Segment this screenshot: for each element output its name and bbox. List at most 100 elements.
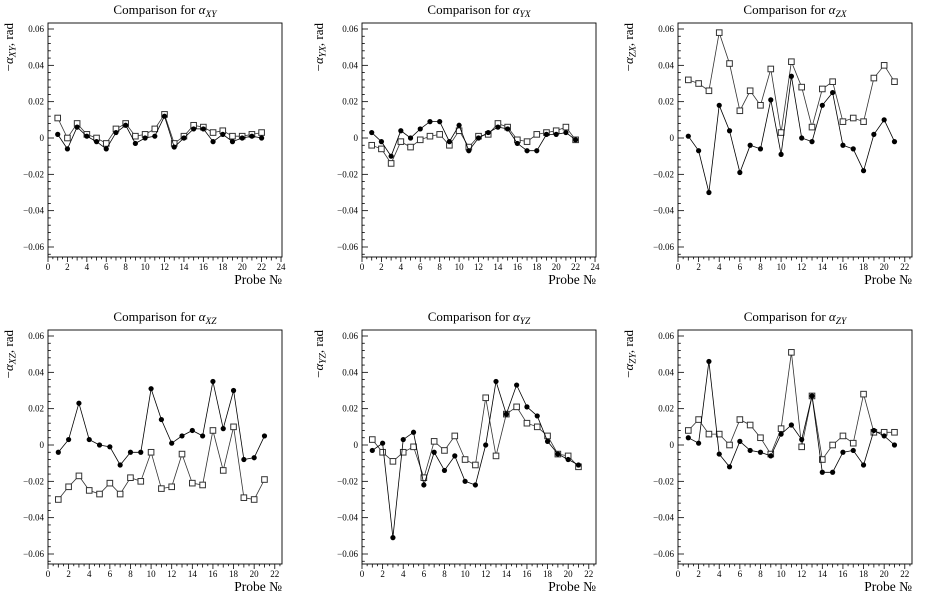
data-point-circle (819, 469, 825, 475)
series-filled-circle (55, 378, 268, 468)
x-axis-label: Probe № (548, 272, 596, 287)
x-tick-label: 14 (188, 569, 198, 579)
data-point-square (116, 490, 124, 498)
data-point-square (819, 85, 826, 93)
x-tick-label: 14 (502, 569, 512, 579)
data-point-circle (747, 447, 753, 454)
data-point-square (757, 102, 764, 109)
y-tick-label: 0.02 (658, 404, 674, 414)
data-point-square (715, 430, 723, 438)
x-tick-label: 20 (250, 569, 260, 579)
x-tick-label: 16 (838, 262, 848, 272)
x-tick-label: 22 (270, 569, 279, 579)
plot-frame (677, 22, 913, 258)
data-point-circle (788, 422, 794, 428)
x-tick-label: 4 (399, 262, 404, 272)
data-point-circle (514, 140, 520, 147)
data-point-circle (809, 393, 815, 399)
axis-ticks (677, 335, 911, 569)
data-point-square (695, 416, 702, 423)
data-point-circle (850, 146, 856, 152)
data-point-square (399, 448, 407, 456)
data-point-square (819, 456, 826, 463)
chart-alpha-xz: −0.06 −0.04 −0.02 0 0.02 0.04 0.06 0 2 4 6 8 10 12 14 1… (1, 309, 283, 594)
data-point-square (420, 474, 428, 481)
plot-frame (361, 329, 597, 565)
y-tick-label: −0.06 (337, 549, 358, 559)
x-axis-label: Probe № (234, 272, 282, 287)
y-tick-label: 0.02 (342, 97, 358, 107)
data-point-circle (456, 122, 462, 128)
data-point-circle (462, 478, 468, 484)
x-tick-label: 10 (141, 262, 151, 272)
data-point-square (482, 394, 490, 402)
data-point-square (219, 467, 227, 474)
y-tick-label: 0.04 (28, 60, 44, 70)
data-point-circle (819, 102, 825, 108)
data-point-circle (452, 453, 458, 459)
x-tick-label: 8 (758, 569, 763, 579)
data-point-circle (466, 148, 472, 154)
y-tick-label: 0.02 (342, 404, 358, 414)
data-point-circle (737, 169, 743, 176)
data-point-square (891, 428, 898, 436)
data-point-circle (437, 119, 443, 125)
y-axis-label: −αYX, rad (311, 23, 329, 72)
chart-title: Comparison for αXY (113, 2, 218, 20)
data-point-circle (446, 139, 452, 145)
data-point-circle (261, 433, 268, 439)
x-tick-label: 2 (696, 569, 701, 579)
data-point-square (209, 129, 217, 136)
data-point-square (562, 123, 570, 131)
x-tick-label: 16 (199, 262, 209, 272)
data-point-square (788, 58, 795, 66)
y-tick-label: 0 (40, 440, 45, 450)
data-point-circle (169, 440, 175, 446)
series-line (688, 32, 895, 133)
data-point-circle (103, 146, 109, 152)
data-point-circle (706, 358, 712, 365)
data-point-square (523, 138, 531, 145)
plot-frame (677, 329, 913, 565)
series-filled-circle (369, 378, 582, 541)
data-point-circle (241, 456, 247, 463)
data-point-square (379, 448, 386, 456)
data-point-circle (799, 436, 805, 443)
x-tick-label: 4 (401, 569, 406, 579)
y-tick-label: −0.04 (653, 206, 674, 216)
data-point-circle (534, 148, 540, 154)
data-point-square (75, 472, 83, 480)
data-point-square (209, 427, 217, 434)
y-axis-label: −αXZ, rad (1, 330, 19, 379)
x-tick-label: 24 (277, 262, 287, 272)
y-tick-label: 0 (354, 133, 359, 143)
y-tick-label: −0.02 (337, 476, 358, 486)
data-point-circle (229, 139, 236, 145)
data-point-circle (142, 135, 148, 141)
plot-frame (47, 22, 283, 258)
y-tick-label: 0.06 (28, 331, 44, 341)
chart-title: Comparison for αXZ (113, 309, 217, 327)
data-point-circle (485, 129, 491, 136)
x-tick-label: 8 (437, 262, 442, 272)
series-line (57, 113, 262, 145)
data-point-square (451, 432, 459, 440)
y-tick-label: −0.06 (337, 242, 358, 252)
data-point-circle (860, 168, 867, 174)
data-point-square (65, 483, 72, 491)
data-point-square (808, 123, 816, 131)
y-tick-label: 0 (40, 133, 45, 143)
data-point-square (523, 419, 531, 427)
data-point-circle (200, 433, 206, 439)
x-tick-label: 2 (66, 569, 71, 579)
axis-ticks (677, 28, 911, 262)
data-point-square (55, 496, 62, 503)
data-point-circle (427, 119, 433, 125)
data-point-square (777, 425, 785, 432)
x-tick-label: 14 (818, 262, 828, 272)
x-tick-label: 0 (46, 569, 51, 579)
data-point-circle (696, 148, 702, 154)
data-point-square (891, 78, 898, 85)
x-tick-label: 18 (229, 569, 239, 579)
